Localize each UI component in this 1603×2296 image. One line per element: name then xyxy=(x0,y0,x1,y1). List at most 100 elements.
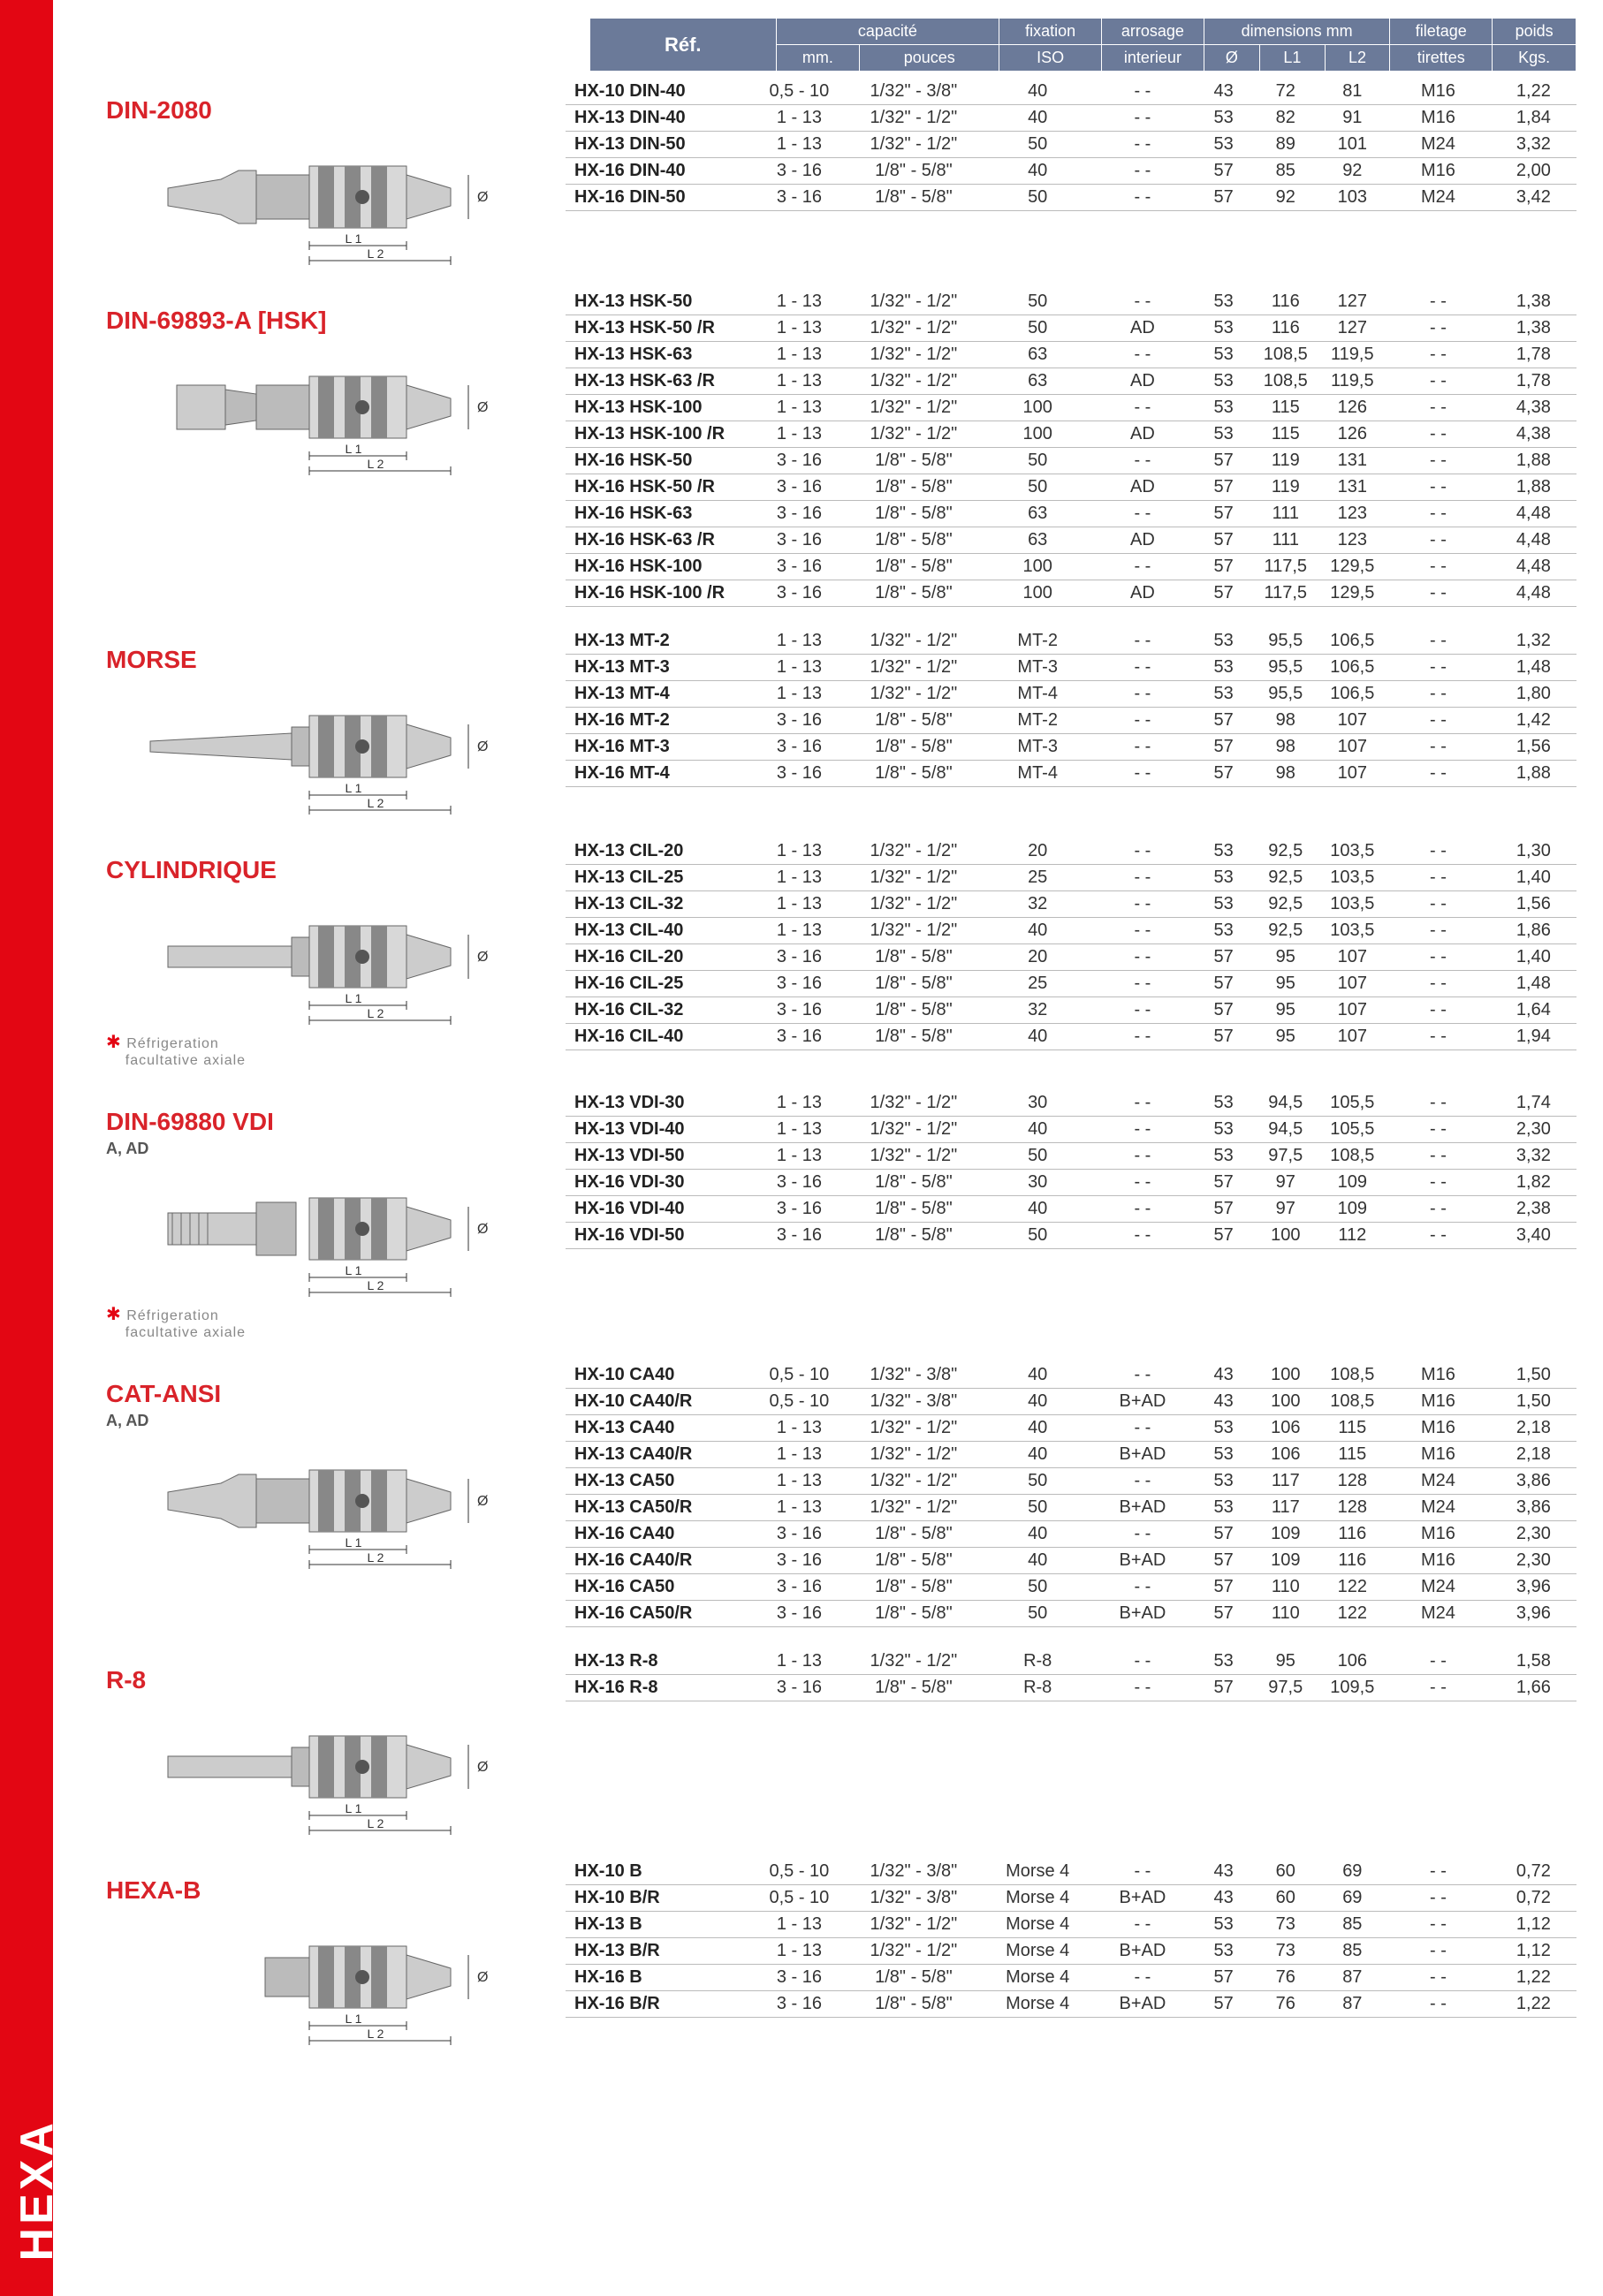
cell-kg: 3,86 xyxy=(1491,1495,1576,1521)
cell-l1: 95 xyxy=(1252,971,1319,997)
cell-iso: 32 xyxy=(985,891,1090,918)
cell-kg: 1,78 xyxy=(1491,368,1576,395)
cell-d: 43 xyxy=(1195,1362,1252,1389)
cell-l2: 105,5 xyxy=(1319,1090,1386,1117)
cell-kg: 1,48 xyxy=(1491,655,1576,681)
cell-arr: AD xyxy=(1090,580,1196,607)
cell-mm: 1 - 13 xyxy=(756,1468,842,1495)
cell-ref: HX-13 HSK-100 xyxy=(566,395,756,421)
cell-d: 57 xyxy=(1195,1548,1252,1574)
cell-fil: M24 xyxy=(1386,132,1491,158)
cell-l2: 85 xyxy=(1319,1912,1386,1938)
cell-kg: 1,82 xyxy=(1491,1170,1576,1196)
cell-l2: 119,5 xyxy=(1319,342,1386,368)
table-row: HX-13 MT-41 - 131/32" - 1/2"MT-4- -5395,… xyxy=(566,681,1576,708)
cell-l1: 73 xyxy=(1252,1912,1319,1938)
cell-mm: 1 - 13 xyxy=(756,918,842,944)
cell-arr: - - xyxy=(1090,1675,1196,1701)
cell-d: 53 xyxy=(1195,655,1252,681)
cell-arr: - - xyxy=(1090,105,1196,132)
cell-d: 53 xyxy=(1195,1415,1252,1442)
cell-in: 1/8" - 5/8" xyxy=(842,554,985,580)
cell-l1: 95 xyxy=(1252,1024,1319,1050)
cell-ref: HX-16 B xyxy=(566,1965,756,1991)
cell-l2: 103,5 xyxy=(1319,891,1386,918)
cell-l2: 107 xyxy=(1319,944,1386,971)
section: CAT-ANSIA, ADHX-10 CA400,5 - 101/32" - 3… xyxy=(106,1362,1576,1627)
cell-l1: 95 xyxy=(1252,997,1319,1024)
cell-iso: 50 xyxy=(985,1574,1090,1601)
table-row: HX-16 MT-43 - 161/8" - 5/8"MT-4- -579810… xyxy=(566,761,1576,787)
cell-in: 1/8" - 5/8" xyxy=(842,1024,985,1050)
cell-d: 53 xyxy=(1195,368,1252,395)
cell-iso: 40 xyxy=(985,1362,1090,1389)
cell-l1: 82 xyxy=(1252,105,1319,132)
cell-fil: - - xyxy=(1386,1965,1491,1991)
table-row: HX-13 CA401 - 131/32" - 1/2"40- -5310611… xyxy=(566,1415,1576,1442)
cell-arr: - - xyxy=(1090,1468,1196,1495)
cell-l2: 115 xyxy=(1319,1415,1386,1442)
cell-arr: - - xyxy=(1090,1223,1196,1249)
cell-kg: 2,00 xyxy=(1491,158,1576,185)
cell-mm: 1 - 13 xyxy=(756,315,842,342)
cell-d: 53 xyxy=(1195,1442,1252,1468)
cell-l1: 119 xyxy=(1252,474,1319,501)
cell-mm: 3 - 16 xyxy=(756,1196,842,1223)
cell-kg: 1,74 xyxy=(1491,1090,1576,1117)
cell-in: 1/32" - 1/2" xyxy=(842,1495,985,1521)
cell-arr: B+AD xyxy=(1090,1601,1196,1627)
cell-kg: 1,94 xyxy=(1491,1024,1576,1050)
cell-fil: - - xyxy=(1386,1117,1491,1143)
cell-mm: 3 - 16 xyxy=(756,158,842,185)
cell-l2: 127 xyxy=(1319,289,1386,315)
cell-in: 1/32" - 1/2" xyxy=(842,315,985,342)
cell-ref: HX-13 HSK-63 /R xyxy=(566,368,756,395)
cell-in: 1/32" - 1/2" xyxy=(842,918,985,944)
cell-arr: - - xyxy=(1090,289,1196,315)
cell-mm: 3 - 16 xyxy=(756,185,842,211)
cell-fil: - - xyxy=(1386,580,1491,607)
cell-ref: HX-13 CA50/R xyxy=(566,1495,756,1521)
cell-in: 1/32" - 1/2" xyxy=(842,368,985,395)
cell-in: 1/8" - 5/8" xyxy=(842,501,985,527)
cell-mm: 1 - 13 xyxy=(756,132,842,158)
table-row: HX-13 CIL-401 - 131/32" - 1/2"40- -5392,… xyxy=(566,918,1576,944)
section-title: DIN-69880 VDI xyxy=(106,1108,566,1136)
cell-in: 1/32" - 1/2" xyxy=(842,1090,985,1117)
cell-ref: HX-16 VDI-30 xyxy=(566,1170,756,1196)
table-row: HX-16 DIN-403 - 161/8" - 5/8"40- -578592… xyxy=(566,158,1576,185)
cell-in: 1/32" - 1/2" xyxy=(842,395,985,421)
cell-mm: 0,5 - 10 xyxy=(756,1362,842,1389)
cell-in: 1/8" - 5/8" xyxy=(842,448,985,474)
cell-iso: MT-2 xyxy=(985,708,1090,734)
hdr-cap: capacité xyxy=(776,19,999,45)
cell-fil: - - xyxy=(1386,1885,1491,1912)
cell-iso: 50 xyxy=(985,1601,1090,1627)
refrigeration-note: ✱ Réfrigeration facultative axiale xyxy=(106,1303,566,1341)
cell-fil: - - xyxy=(1386,421,1491,448)
cell-mm: 3 - 16 xyxy=(756,580,842,607)
cell-l1: 60 xyxy=(1252,1885,1319,1912)
cell-mm: 3 - 16 xyxy=(756,1024,842,1050)
cell-in: 1/8" - 5/8" xyxy=(842,474,985,501)
table-row: HX-13 HSK-501 - 131/32" - 1/2"50- -53116… xyxy=(566,289,1576,315)
cell-l1: 97,5 xyxy=(1252,1675,1319,1701)
cell-iso: Morse 4 xyxy=(985,1859,1090,1885)
cell-arr: - - xyxy=(1090,1965,1196,1991)
cell-in: 1/32" - 1/2" xyxy=(842,105,985,132)
cell-in: 1/32" - 3/8" xyxy=(842,1362,985,1389)
cell-l1: 108,5 xyxy=(1252,368,1319,395)
table-row: HX-10 CA40/R0,5 - 101/32" - 3/8"40B+AD43… xyxy=(566,1389,1576,1415)
cell-fil: - - xyxy=(1386,1143,1491,1170)
table-row: HX-13 B/R1 - 131/32" - 1/2"Morse 4B+AD53… xyxy=(566,1938,1576,1965)
cell-l1: 92,5 xyxy=(1252,865,1319,891)
cell-kg: 1,88 xyxy=(1491,448,1576,474)
table-row: HX-13 MT-31 - 131/32" - 1/2"MT-3- -5395,… xyxy=(566,655,1576,681)
cell-arr: - - xyxy=(1090,681,1196,708)
cell-iso: 40 xyxy=(985,1389,1090,1415)
cell-mm: 1 - 13 xyxy=(756,681,842,708)
cell-mm: 0,5 - 10 xyxy=(756,79,842,105)
cell-l2: 69 xyxy=(1319,1859,1386,1885)
cell-mm: 3 - 16 xyxy=(756,1675,842,1701)
cell-ref: HX-16 HSK-63 xyxy=(566,501,756,527)
